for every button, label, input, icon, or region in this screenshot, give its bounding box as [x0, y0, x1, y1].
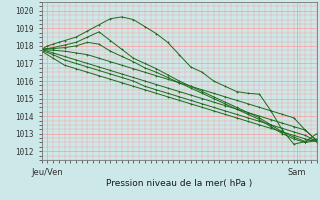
- X-axis label: Pression niveau de la mer( hPa ): Pression niveau de la mer( hPa ): [106, 179, 252, 188]
